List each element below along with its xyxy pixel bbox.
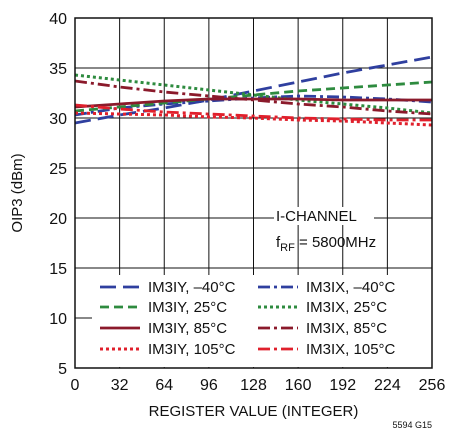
series-layer: [74, 55, 433, 127]
annotation-channel: I-CHANNEL: [276, 208, 357, 225]
legend-label-3: IM3IY, 25°C: [148, 299, 227, 316]
annotation-frequency: fRF = 5800MHz: [276, 234, 376, 254]
x-tick-label: 160: [285, 377, 312, 394]
tick-labels: 0 32 64 96 128 160 192 224 256 5 10 15 20 25 30 35 40: [49, 11, 445, 394]
y-tick-label: 40: [49, 11, 67, 28]
y-tick-label: 20: [49, 211, 67, 228]
legend-label-5: IM3IY, 85°C: [148, 320, 227, 337]
annotation-f: f: [276, 234, 281, 251]
y-tick-label: 5: [58, 361, 67, 378]
series-line-3: [74, 80, 433, 113]
y-tick-label: 25: [49, 161, 67, 178]
series-line-8: [74, 103, 432, 122]
legend-label-7: IM3IY, 105°C: [148, 341, 236, 358]
legend-label-6: IM3IX, 85°C: [306, 320, 387, 337]
annotation: I-CHANNEL fRF = 5800MHz: [276, 208, 376, 254]
y-tick-label: 30: [49, 111, 67, 128]
series-line-6: [74, 79, 433, 116]
annotation-frequency-value: = 5800MHz: [295, 234, 376, 251]
x-tick-label: 0: [71, 377, 80, 394]
x-axis-label: REGISTER VALUE (INTEGER): [149, 403, 359, 420]
y-axis-label: OIP3 (dBm): [9, 153, 26, 232]
x-tick-label: 224: [374, 377, 401, 394]
x-tick-label: 64: [155, 377, 173, 394]
legend-background: [92, 275, 432, 367]
x-tick-label: 256: [419, 377, 446, 394]
legend-label-2: IM3IX, –40°C: [306, 279, 396, 296]
legend-label-1: IM3IY, –40°C: [148, 279, 236, 296]
legend: IM3IY, –40°C IM3IX, –40°C IM3IY, 25°C IM3IX…: [100, 279, 396, 358]
legend-label-8: IM3IX, 105°C: [306, 341, 396, 358]
x-tick-label: 128: [240, 377, 267, 394]
annotation-background: [274, 207, 374, 225]
series-line-1: [74, 55, 433, 125]
x-tick-label: 192: [329, 377, 356, 394]
x-tick-label: 96: [200, 377, 218, 394]
x-tick-label: 32: [111, 377, 129, 394]
y-tick-label: 10: [49, 311, 67, 328]
plot-frame: [74, 17, 433, 369]
figure-id: 5594 G15: [392, 420, 432, 430]
y-tick-label: 15: [49, 261, 67, 278]
annotation-rf-subscript: RF: [280, 242, 295, 254]
y-tick-label: 35: [49, 61, 67, 78]
legend-label-4: IM3IX, 25°C: [306, 299, 387, 316]
